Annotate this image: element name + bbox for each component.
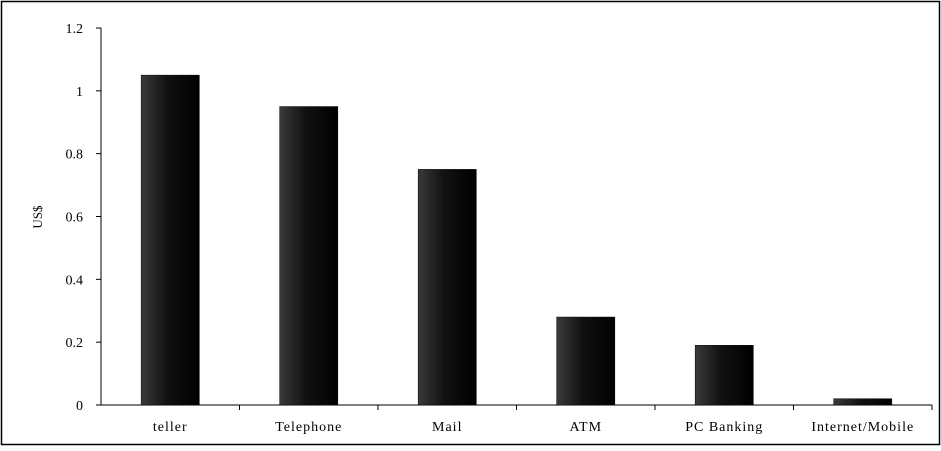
bar-atm	[556, 316, 616, 406]
plot-area: 0 0.2 0.4 0.6 0.8 1 1.2 teller Telephone Mail ATM P…	[66, 22, 933, 435]
bar-mail	[417, 169, 477, 406]
x-category-label: PC Banking	[685, 420, 763, 435]
y-tick-label: 0.8	[66, 148, 84, 163]
x-category-label: Mail	[432, 420, 462, 435]
bar-pc-banking	[694, 345, 754, 406]
y-tick-label: 1.2	[66, 22, 84, 37]
y-tick-label: 0.6	[66, 211, 84, 226]
x-category-label: teller	[153, 420, 188, 435]
y-tick-label: 1	[76, 85, 83, 100]
x-category-label: ATM	[569, 420, 602, 435]
bar-internet-mobile	[833, 398, 893, 406]
bar-telephone	[279, 106, 339, 406]
y-axis-title: US$	[30, 205, 45, 229]
x-category-label: Internet/Mobile	[811, 420, 914, 435]
y-tick-label: 0	[76, 399, 83, 414]
y-tick-label: 0.2	[66, 336, 84, 351]
bar-teller	[140, 74, 200, 406]
x-category-label: Telephone	[275, 420, 342, 435]
y-tick-label: 0.4	[66, 273, 84, 288]
